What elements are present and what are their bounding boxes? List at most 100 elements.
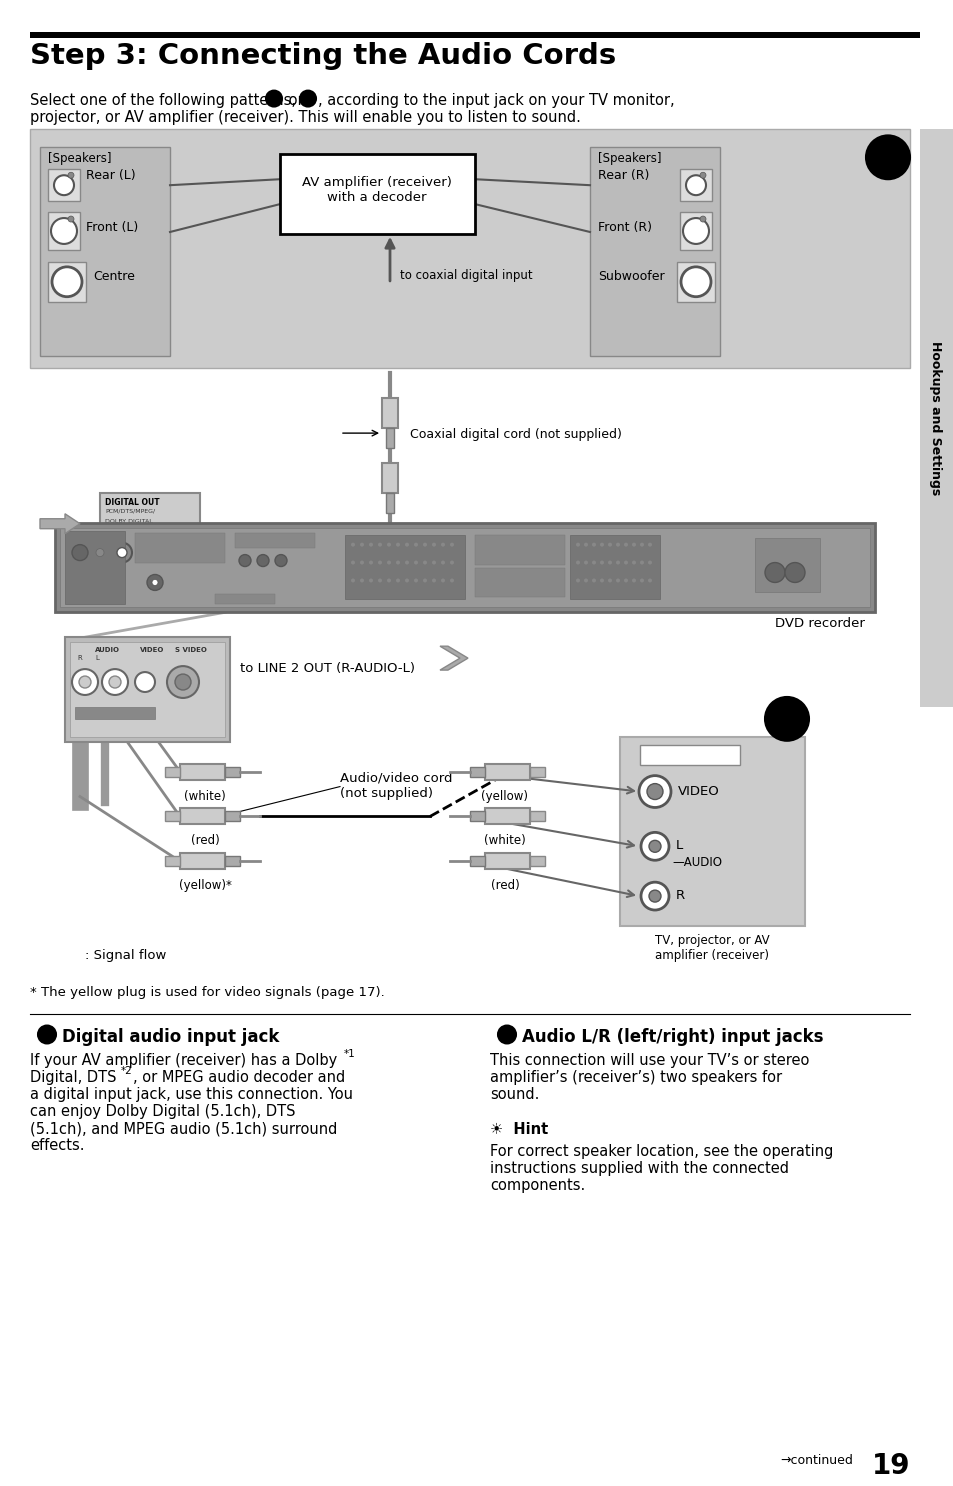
Text: (yellow): (yellow) (481, 789, 528, 802)
Bar (165, 856, 180, 866)
Bar (470, 767, 484, 777)
Bar (48, 262, 86, 302)
Circle shape (647, 542, 651, 547)
Circle shape (639, 776, 670, 807)
Text: TV: TV (476, 575, 483, 581)
Text: (5.1ch), and MPEG audio (5.1ch) surround: (5.1ch), and MPEG audio (5.1ch) surround (30, 1120, 337, 1137)
Circle shape (135, 672, 154, 692)
Circle shape (351, 560, 355, 565)
Polygon shape (40, 514, 80, 533)
Circle shape (71, 669, 98, 695)
Circle shape (167, 666, 199, 698)
Bar (70, 642, 225, 737)
Circle shape (432, 560, 436, 565)
Text: Digital, DTS: Digital, DTS (30, 1070, 116, 1085)
Text: to LINE 2 OUT (R-AUDIO-L): to LINE 2 OUT (R-AUDIO-L) (240, 663, 415, 675)
Circle shape (592, 560, 596, 565)
Text: Rear (R): Rear (R) (598, 169, 649, 181)
Text: Coaxial digital cord (not supplied): Coaxial digital cord (not supplied) (410, 428, 621, 441)
Text: R: R (77, 655, 82, 661)
Circle shape (639, 560, 643, 565)
Circle shape (700, 215, 705, 221)
Circle shape (576, 578, 579, 583)
Bar (48, 169, 80, 201)
Circle shape (79, 676, 91, 688)
Bar (225, 856, 240, 866)
Circle shape (432, 578, 436, 583)
Circle shape (685, 175, 705, 195)
Text: DIGITAL OUT: DIGITAL OUT (105, 498, 159, 507)
Circle shape (599, 542, 603, 547)
Circle shape (639, 578, 643, 583)
Text: A: A (43, 1030, 51, 1040)
Circle shape (174, 675, 191, 690)
Circle shape (109, 676, 121, 688)
Circle shape (395, 560, 399, 565)
Text: Subwoofer: Subwoofer (598, 270, 664, 284)
Circle shape (680, 267, 710, 297)
Circle shape (51, 218, 77, 244)
Circle shape (369, 542, 373, 547)
Bar (100, 493, 200, 572)
Circle shape (646, 783, 662, 799)
Text: DIGITAL OUT: DIGITAL OUT (137, 535, 181, 539)
Text: If your AV amplifier (receiver) has a Dolby: If your AV amplifier (receiver) has a Do… (30, 1054, 337, 1068)
Circle shape (96, 548, 104, 557)
Circle shape (387, 542, 391, 547)
Bar (150, 547, 180, 559)
Text: Digital audio input jack: Digital audio input jack (62, 1027, 279, 1046)
Bar (381, 398, 397, 428)
Circle shape (395, 578, 399, 583)
Text: (yellow)*: (yellow)* (178, 880, 232, 892)
Text: L: L (676, 840, 682, 853)
Circle shape (405, 560, 409, 565)
Text: PCM/DTS/MPEG/: PCM/DTS/MPEG/ (137, 542, 176, 548)
Circle shape (700, 172, 705, 178)
Circle shape (865, 135, 909, 180)
Text: ~ AC IN: ~ AC IN (768, 542, 795, 548)
Text: can enjoy Dolby Digital (5.1ch), DTS: can enjoy Dolby Digital (5.1ch), DTS (30, 1104, 295, 1119)
Bar (234, 532, 314, 548)
Text: (white): (white) (483, 834, 525, 847)
Bar (165, 811, 180, 822)
Text: *2: *2 (121, 1067, 132, 1076)
Circle shape (422, 578, 427, 583)
Circle shape (414, 542, 417, 547)
Circle shape (784, 563, 804, 583)
Bar (754, 538, 820, 593)
Text: INPUT: INPUT (666, 747, 712, 761)
Text: (red): (red) (490, 880, 518, 892)
Text: R: R (676, 889, 684, 902)
Circle shape (450, 542, 454, 547)
Circle shape (623, 542, 627, 547)
Circle shape (377, 542, 381, 547)
Text: Step 3: Connecting the Audio Cords: Step 3: Connecting the Audio Cords (30, 42, 616, 70)
Text: to coaxial digital input: to coaxial digital input (399, 269, 532, 282)
Bar (280, 155, 475, 233)
Text: —AUDIO: —AUDIO (671, 856, 721, 869)
Text: VIDEO: VIDEO (140, 648, 164, 654)
Bar (470, 856, 484, 866)
Bar (677, 262, 714, 302)
Text: For correct speaker location, see the operating: For correct speaker location, see the op… (490, 1144, 833, 1159)
Circle shape (616, 560, 619, 565)
Circle shape (450, 578, 454, 583)
Bar (484, 764, 530, 780)
Text: TV, projector, or AV
amplifier (receiver): TV, projector, or AV amplifier (receiver… (654, 933, 768, 961)
Bar (30, 129, 909, 369)
Text: 19: 19 (871, 1452, 909, 1480)
Circle shape (432, 542, 436, 547)
Circle shape (583, 542, 587, 547)
Circle shape (764, 697, 808, 742)
Circle shape (440, 560, 444, 565)
Circle shape (616, 542, 619, 547)
Bar (225, 811, 240, 822)
Text: to DIGITAL OUT (COAXIAL): to DIGITAL OUT (COAXIAL) (208, 547, 372, 560)
Text: VIDEO: VIDEO (678, 785, 719, 798)
Circle shape (497, 1025, 516, 1043)
Circle shape (640, 883, 668, 909)
Text: DOLBY DIGITAL: DOLBY DIGITAL (137, 548, 174, 554)
Bar (345, 535, 464, 599)
Text: LINE 2 OUT: LINE 2 OUT (83, 709, 131, 718)
Text: [Speakers]: [Speakers] (598, 153, 660, 165)
